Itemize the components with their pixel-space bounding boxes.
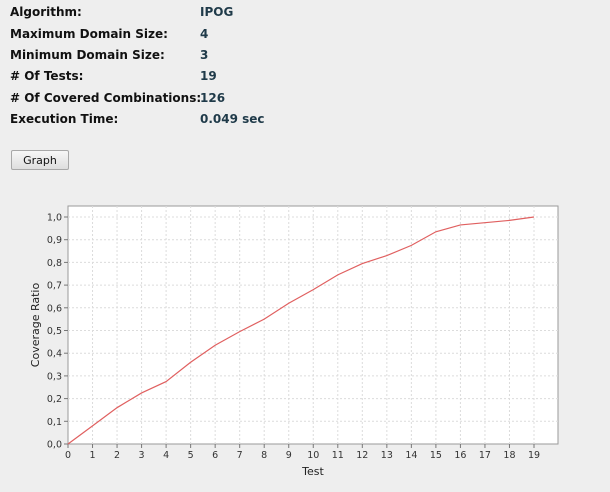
- x-tick-label: 3: [139, 450, 145, 461]
- y-axis-title: Coverage Ratio: [29, 283, 42, 368]
- coverage-line: [67, 216, 535, 445]
- max-domain-label: Maximum Domain Size:: [10, 27, 168, 41]
- x-tick-label: 7: [237, 450, 243, 461]
- tests-value: 19: [200, 69, 217, 83]
- grid-lines: [68, 206, 558, 444]
- execution-time-label: Execution Time:: [10, 112, 119, 126]
- x-tick-label: 14: [405, 450, 417, 461]
- x-tick-label: 2: [114, 450, 120, 461]
- x-tick-label: 13: [381, 450, 393, 461]
- x-tick-label: 5: [188, 450, 194, 461]
- y-tick-label: 0,0: [47, 440, 62, 451]
- x-tick-label: 4: [163, 450, 169, 461]
- x-axis-title: Test: [301, 465, 324, 478]
- y-tick-label: 0,2: [47, 394, 62, 405]
- x-tick-label: 1: [90, 450, 96, 461]
- axes: 0 1 2 3 4 5 6 7 8 9 10 11 12 13 14 15 16 17 18 190,00,10,20…: [47, 213, 540, 462]
- x-tick-label: 17: [479, 450, 491, 461]
- y-tick-label: 0,8: [47, 258, 62, 269]
- y-tick-label: 1,0: [47, 213, 62, 224]
- y-tick-label: 0,6: [47, 303, 62, 314]
- x-tick-label: 9: [286, 450, 292, 461]
- y-tick-label: 0,3: [47, 371, 62, 382]
- x-tick-label: 12: [356, 450, 368, 461]
- x-tick-label: 11: [332, 450, 344, 461]
- x-tick-label: 6: [212, 450, 218, 461]
- x-tick-label: 18: [503, 450, 515, 461]
- max-domain-value: 4: [200, 27, 209, 41]
- x-tick-label: 8: [261, 450, 267, 461]
- algorithm-value: IPOG: [200, 5, 234, 19]
- y-tick-label: 0,9: [47, 235, 62, 246]
- min-domain-label: Minimum Domain Size:: [10, 48, 165, 62]
- algorithm-label: Algorithm:: [10, 5, 82, 19]
- x-tick-label: 10: [307, 450, 319, 461]
- min-domain-value: 3: [200, 48, 209, 62]
- covered-combinations-label: # Of Covered Combinations:: [10, 91, 202, 105]
- tests-label: # Of Tests:: [10, 69, 84, 83]
- x-tick-label: 19: [528, 450, 540, 461]
- y-tick-label: 0,5: [47, 326, 62, 337]
- execution-time-value: 0.049 sec: [200, 112, 265, 126]
- plot-area: [67, 205, 559, 445]
- covered-combinations-value: 126: [200, 91, 226, 105]
- x-tick-label: 16: [454, 450, 466, 461]
- series-layer: [67, 216, 535, 445]
- x-tick-label: 15: [430, 450, 442, 461]
- y-tick-label: 0,1: [47, 417, 62, 428]
- graph-button[interactable]: Graph: [11, 150, 69, 170]
- y-tick-label: 0,7: [47, 281, 62, 292]
- x-tick-label: 0: [65, 450, 71, 461]
- y-tick-label: 0,4: [47, 349, 62, 360]
